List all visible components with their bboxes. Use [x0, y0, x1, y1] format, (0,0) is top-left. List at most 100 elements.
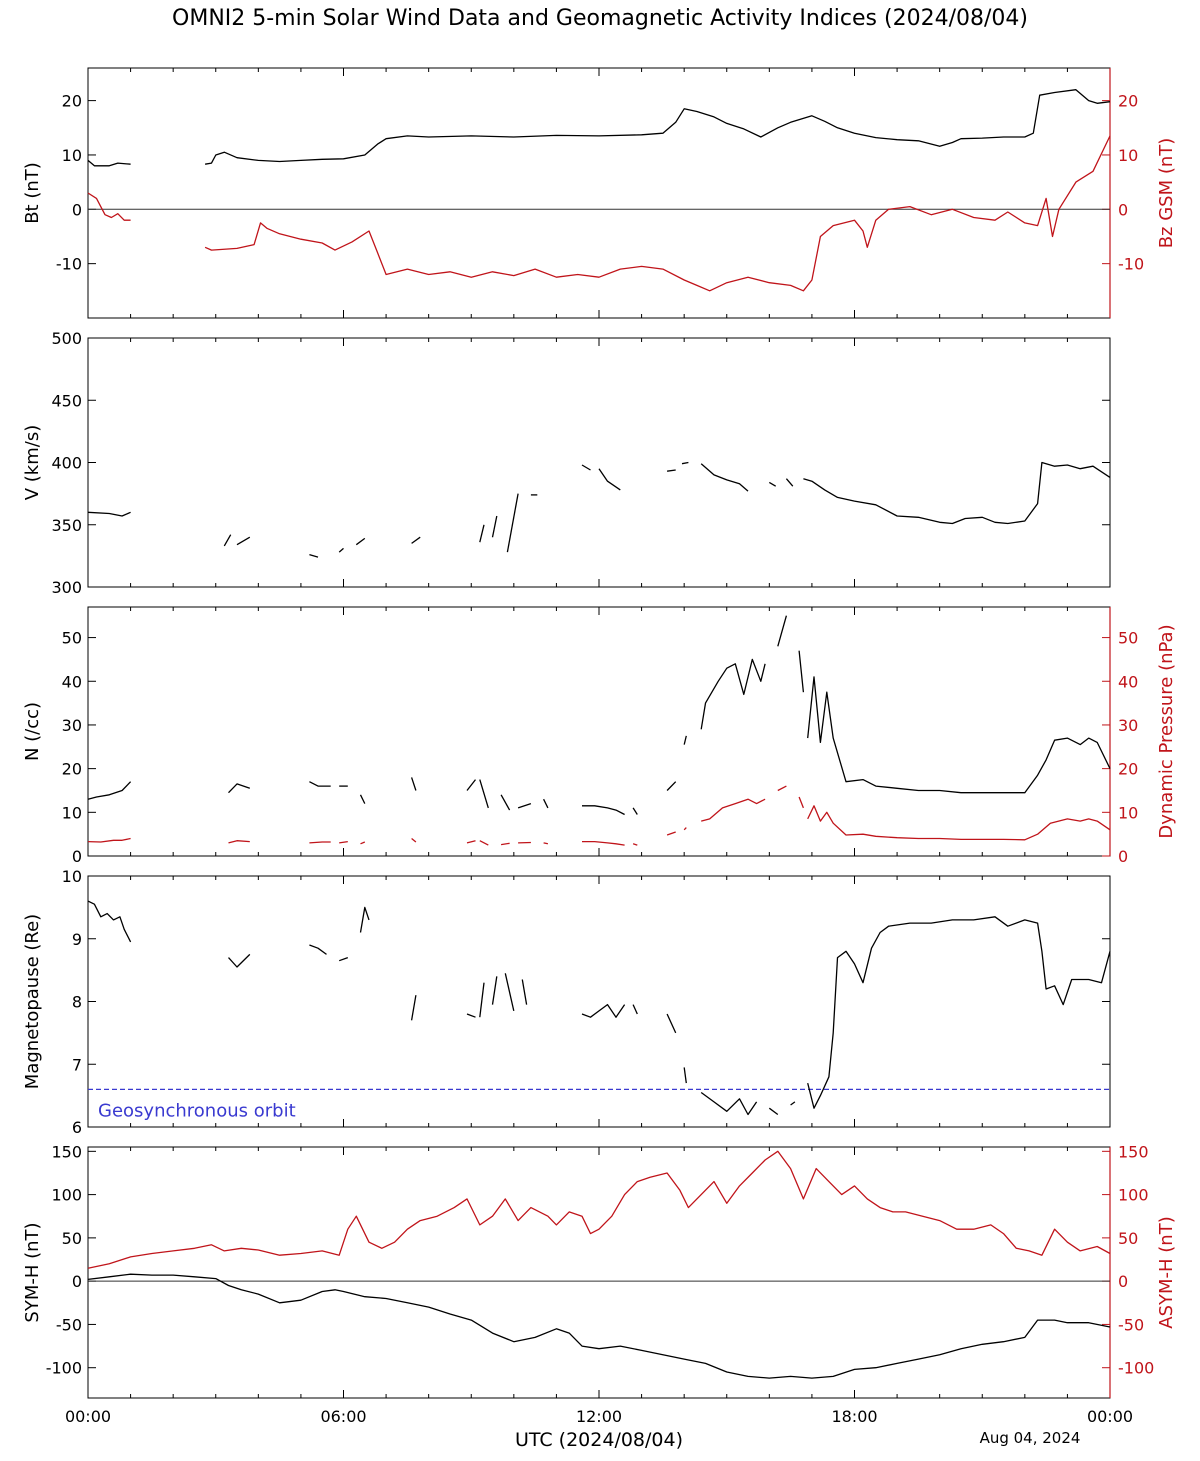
- series-line: [466, 840, 476, 844]
- series-line: [228, 840, 250, 844]
- y-tick-label: 6: [72, 1118, 82, 1137]
- series-line: [777, 785, 787, 792]
- series-line: [228, 783, 251, 794]
- series-line: [803, 461, 1111, 525]
- series-line: [338, 956, 349, 962]
- series-line: [768, 1107, 779, 1116]
- y-tick-label: 500: [51, 329, 82, 348]
- chart-panel: -10 0 10 20 -10 0 10 20 Bz GSM (nT) Bt (nT): [22, 67, 1177, 319]
- x-tick-label: 12:00: [576, 1407, 622, 1426]
- plot-frame: [87, 337, 1111, 588]
- y-tick-label: 0: [72, 847, 82, 866]
- series-line: [683, 1067, 687, 1084]
- y-axis-title: V (km/s): [22, 425, 43, 500]
- series-line: [501, 842, 510, 846]
- series-line: [581, 1003, 626, 1018]
- series-line: [807, 676, 1111, 794]
- y-tick-label: 50: [62, 1229, 82, 1248]
- y-tick-label: 350: [51, 516, 82, 535]
- series-line: [521, 979, 528, 1005]
- series-line: [582, 805, 625, 816]
- series-line: [807, 916, 1111, 1109]
- series-line: [543, 842, 549, 845]
- y-tick-label: -50: [56, 1315, 82, 1334]
- y-tick-label: 100: [51, 1186, 82, 1205]
- series-line: [790, 1101, 796, 1106]
- chart-panel: 6 7 8 9 10 Magnetopause (Re) Geosynchronous or…: [22, 867, 1111, 1137]
- y2-tick-label: 50: [1118, 629, 1138, 648]
- series-line: [666, 831, 676, 836]
- x-tick-label: 18:00: [831, 1407, 877, 1426]
- series-line: [479, 982, 485, 1018]
- y2-tick-label: 10: [1118, 803, 1138, 822]
- series-line: [479, 524, 485, 543]
- y2-tick-label: -50: [1118, 1315, 1144, 1334]
- series-line: [666, 1013, 677, 1034]
- y2-tick-label: -100: [1118, 1359, 1154, 1378]
- series-line: [338, 547, 344, 553]
- y2-axis-title: ASYM-H (nT): [1156, 1216, 1177, 1328]
- series-line: [87, 192, 131, 221]
- series-line: [87, 511, 131, 517]
- chart-panel: 300 350 400 450 500 V (km/s): [22, 329, 1111, 597]
- y2-tick-label: 0: [1118, 847, 1128, 866]
- series-line: [700, 658, 766, 730]
- y-tick-label: 30: [62, 716, 82, 735]
- series-line: [543, 798, 549, 809]
- y2-axis-title: Bz GSM (nT): [1156, 138, 1177, 249]
- x-axis-title: UTC (2024/08/04): [515, 1429, 683, 1451]
- series-line: [632, 807, 638, 815]
- y-tick-label: 9: [72, 930, 82, 949]
- y-tick-label: 450: [51, 391, 82, 410]
- series-line: [491, 976, 498, 1005]
- series-line: [598, 468, 621, 491]
- y2-tick-label: 40: [1118, 672, 1138, 691]
- y-tick-label: -10: [56, 255, 82, 274]
- chart-panel: -100 -50 0 50 100 150 -100 -50 0 50 100 150 ASYM-H (…: [22, 1142, 1177, 1399]
- series-line: [768, 481, 777, 487]
- series-line: [411, 536, 421, 544]
- y-tick-label: 7: [72, 1055, 82, 1074]
- y-tick-label: 20: [62, 760, 82, 779]
- series-line: [410, 777, 417, 791]
- series-line: [204, 135, 1111, 292]
- series-line: [87, 837, 131, 843]
- series-line: [701, 798, 766, 822]
- series-line: [700, 1091, 758, 1116]
- y2-tick-label: -10: [1118, 255, 1144, 274]
- y2-tick-label: 0: [1118, 1272, 1128, 1291]
- y-tick-label: 10: [62, 146, 82, 165]
- series-line: [777, 615, 788, 647]
- series-line: [309, 781, 331, 787]
- series-line: [581, 464, 591, 471]
- y2-axis-title: Dynamic Pressure (nPa): [1156, 624, 1177, 838]
- series-line: [466, 1013, 476, 1018]
- series-line: [479, 779, 489, 809]
- y-axis-title: SYM-H (nT): [22, 1222, 43, 1322]
- series-line: [466, 779, 477, 791]
- y-axis-title: N (/cc): [22, 702, 43, 761]
- y-axis-title: Magnetopause (Re): [22, 914, 43, 1089]
- series-line: [700, 463, 749, 492]
- y-tick-label: 10: [62, 803, 82, 822]
- y-tick-label: 20: [62, 92, 82, 111]
- series-line: [339, 840, 348, 844]
- y2-tick-label: 150: [1118, 1142, 1149, 1161]
- geosynchronous-orbit-label: Geosynchronous orbit: [98, 1100, 296, 1121]
- series-line: [87, 781, 132, 800]
- series-line: [504, 973, 515, 1012]
- series-line: [411, 837, 417, 843]
- y2-tick-label: 20: [1118, 760, 1138, 779]
- series-line: [506, 493, 519, 553]
- series-line: [785, 478, 794, 487]
- date-stamp: Aug 04, 2024: [980, 1429, 1081, 1447]
- series-line: [683, 827, 687, 831]
- y-tick-label: 300: [51, 578, 82, 597]
- series-line: [309, 944, 327, 955]
- y-tick-label: 50: [62, 629, 82, 648]
- series-line: [359, 906, 370, 933]
- y-tick-label: 150: [51, 1142, 82, 1161]
- series-line: [359, 794, 366, 804]
- plot-frame: [87, 67, 1111, 319]
